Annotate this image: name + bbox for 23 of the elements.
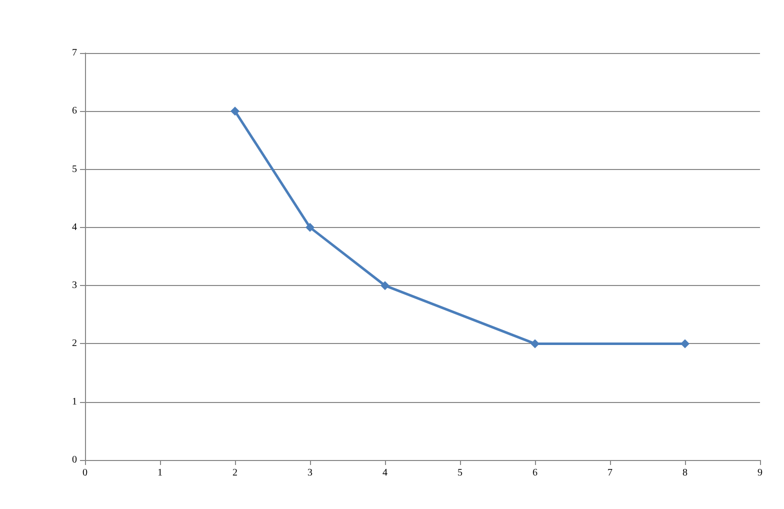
x-tick-label: 4 bbox=[382, 468, 388, 478]
point bbox=[530, 339, 540, 348]
x-tick-label: 2 bbox=[232, 468, 238, 478]
y-tick-label: 2 bbox=[72, 338, 77, 350]
x-tick-label: 6 bbox=[532, 468, 538, 478]
point bbox=[680, 339, 690, 348]
point bbox=[230, 106, 240, 116]
y-tick-label: 6 bbox=[72, 106, 77, 117]
y-tick-label: 7 bbox=[72, 48, 77, 58]
x-tick-label: 0 bbox=[82, 468, 88, 478]
x-tick-label: 7 bbox=[608, 468, 612, 478]
y-tick-label: 3 bbox=[72, 280, 77, 292]
x-tick-label: 9 bbox=[758, 468, 762, 478]
point bbox=[380, 281, 390, 290]
point bbox=[306, 222, 314, 232]
x-tick-label: 8 bbox=[682, 468, 688, 478]
x-tick-label: 3 bbox=[308, 468, 312, 478]
y-tick-label: 5 bbox=[72, 164, 77, 175]
y-tick-label: 4 bbox=[72, 222, 77, 233]
x-tick-label: 5 bbox=[458, 468, 462, 478]
y-tick-label: 0 bbox=[72, 454, 77, 466]
y-tick-label: 1 bbox=[72, 396, 77, 408]
x-tick-label: 1 bbox=[158, 468, 162, 478]
